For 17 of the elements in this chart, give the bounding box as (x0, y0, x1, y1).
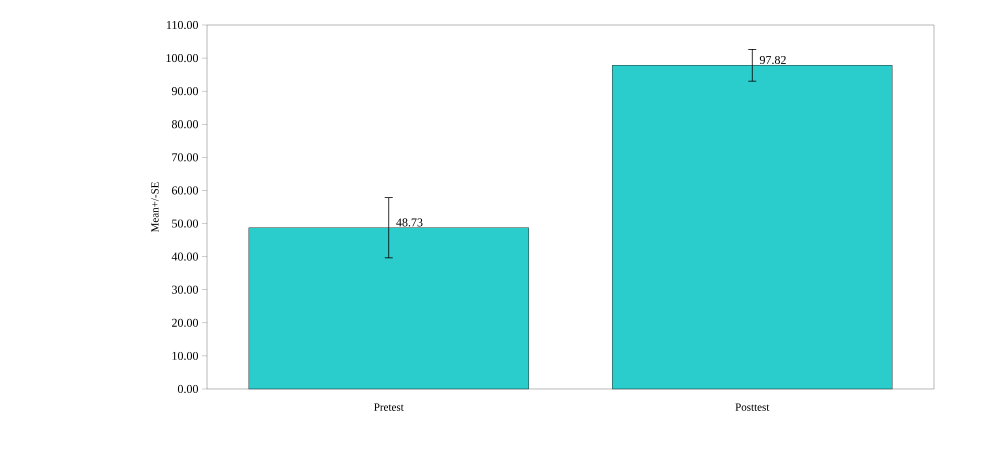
y-tick-label: 0.00 (178, 384, 198, 394)
y-tick-label: 40.00 (172, 252, 198, 261)
y-tick-label: 70.00 (172, 153, 198, 162)
y-tick-label: 90.00 (172, 87, 198, 96)
x-tick-label: Posttest (735, 404, 770, 411)
y-tick-label: 60.00 (172, 186, 198, 195)
y-tick-label: 50.00 (172, 219, 198, 228)
data-label: 48.73 (396, 218, 422, 227)
y-tick-label: 100.00 (166, 54, 198, 62)
y-tick-label: 20.00 (172, 318, 198, 327)
x-tick-label: Pretest (374, 404, 404, 411)
y-tick-label: 110.00 (166, 20, 198, 30)
y-tick-label: 10.00 (172, 352, 198, 360)
data-label: 97.82 (760, 56, 786, 64)
y-tick-label: 30.00 (172, 286, 198, 294)
y-tick-label: 80.00 (172, 120, 198, 128)
y-axis-title: Mean+/-SE (151, 182, 159, 232)
